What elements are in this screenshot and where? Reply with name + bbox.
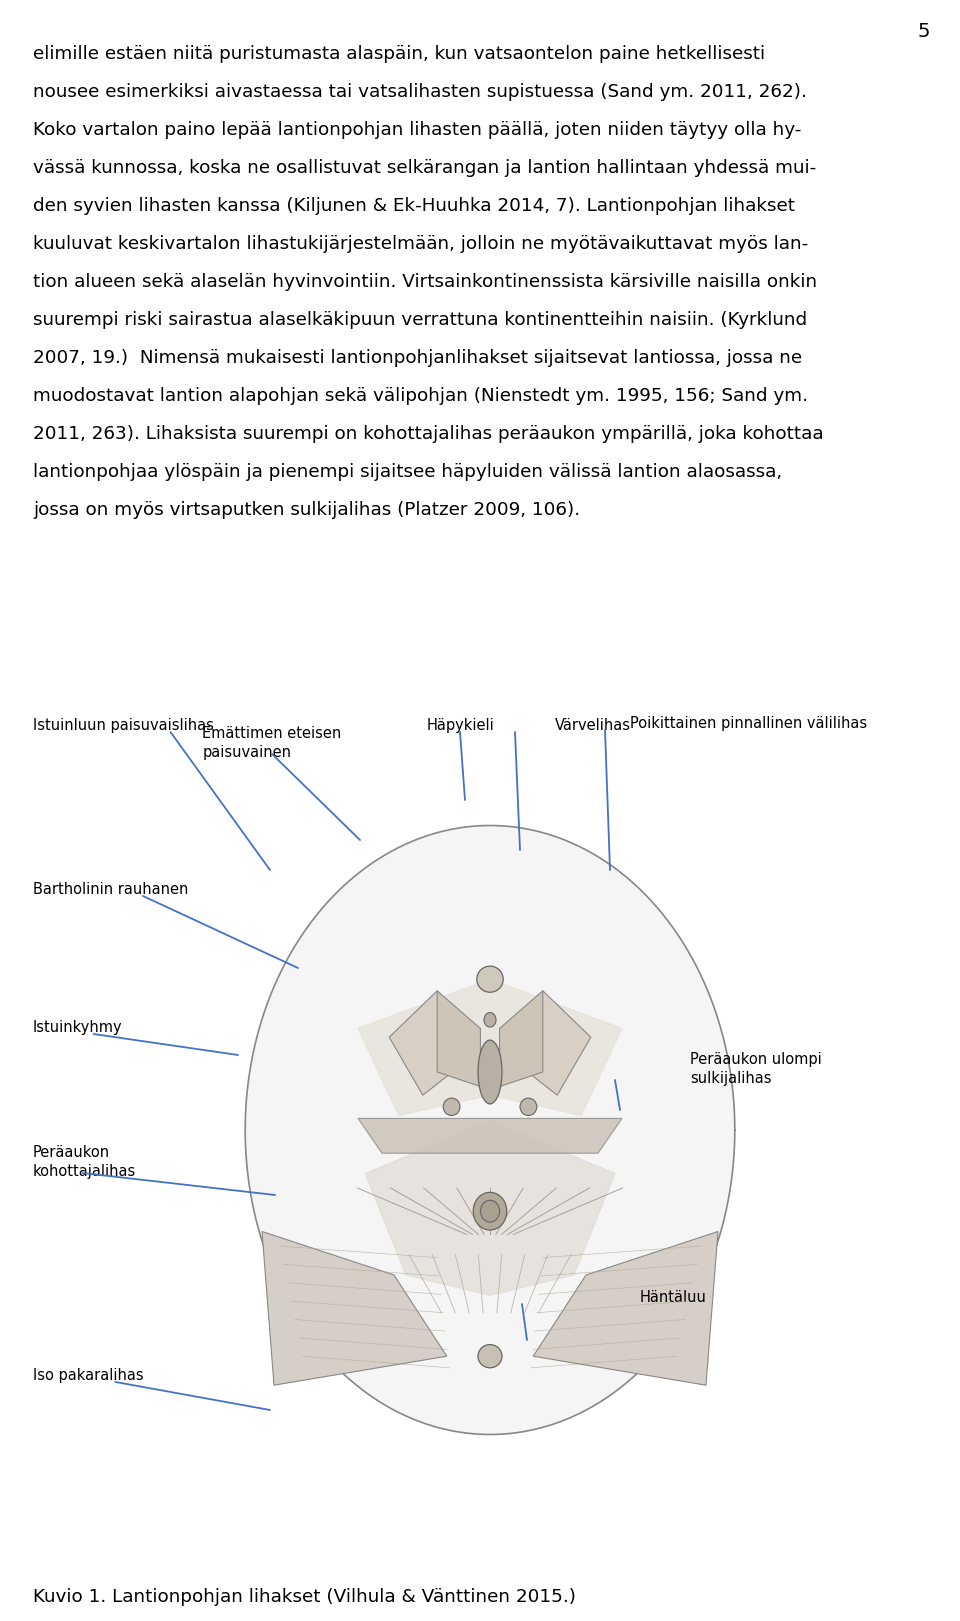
- Ellipse shape: [520, 1097, 537, 1115]
- Polygon shape: [365, 1122, 614, 1295]
- Ellipse shape: [484, 1013, 496, 1028]
- Ellipse shape: [444, 1097, 460, 1115]
- Text: tion alueen sekä alaselän hyvinvointiin. Virtsainkontinenssista kärsiville naisi: tion alueen sekä alaselän hyvinvointiin.…: [33, 272, 817, 292]
- Ellipse shape: [480, 1200, 499, 1222]
- Ellipse shape: [478, 1344, 502, 1368]
- Text: Häntäluu: Häntäluu: [640, 1290, 707, 1305]
- Polygon shape: [533, 1232, 718, 1386]
- Text: Häpykieli: Häpykieli: [426, 718, 493, 733]
- Polygon shape: [245, 825, 734, 1435]
- Text: Istuinkyhmy: Istuinkyhmy: [33, 1020, 123, 1034]
- Text: suurempi riski sairastua alaselkäkipuun verrattuna kontinentteihin naisiin. (Kyr: suurempi riski sairastua alaselkäkipuun …: [33, 311, 807, 329]
- Text: elimille estäen niitä puristumasta alaspäin, kun vatsaontelon paine hetkellisest: elimille estäen niitä puristumasta alasp…: [33, 45, 765, 63]
- Polygon shape: [358, 1118, 622, 1153]
- Polygon shape: [389, 990, 470, 1096]
- Polygon shape: [262, 1232, 446, 1386]
- Text: Bartholinin rauhanen: Bartholinin rauhanen: [33, 882, 188, 896]
- Text: Peräaukon ulompi
sulkijalihas: Peräaukon ulompi sulkijalihas: [690, 1052, 822, 1086]
- Ellipse shape: [477, 966, 503, 992]
- Text: den syvien lihasten kanssa (Kiljunen & Ek-Huuhka 2014, 7). Lantionpohjan lihakse: den syvien lihasten kanssa (Kiljunen & E…: [33, 198, 795, 216]
- Text: Poikittainen pinnallinen välilihas: Poikittainen pinnallinen välilihas: [630, 716, 867, 731]
- Text: 5: 5: [918, 23, 930, 41]
- Ellipse shape: [473, 1193, 507, 1230]
- Text: muodostavat lantion alapohjan sekä välipohjan (Nienstedt ym. 1995, 156; Sand ym.: muodostavat lantion alapohjan sekä välip…: [33, 387, 808, 405]
- Text: Istuinluun paisuvaislihas: Istuinluun paisuvaislihas: [33, 718, 214, 733]
- Text: Emättimen eteisen
paisuvainen: Emättimen eteisen paisuvainen: [203, 726, 342, 760]
- Polygon shape: [437, 990, 480, 1086]
- Text: 2007, 19.)  Nimensä mukaisesti lantionpohjanlihakset sijaitsevat lantiossa, joss: 2007, 19.) Nimensä mukaisesti lantionpoh…: [33, 349, 803, 366]
- Text: Iso pakaralihas: Iso pakaralihas: [33, 1368, 144, 1383]
- Text: 2011, 263). Lihaksista suurempi on kohottajalihas peräaukon ympärillä, joka koho: 2011, 263). Lihaksista suurempi on kohot…: [33, 425, 824, 443]
- Text: vässä kunnossa, koska ne osallistuvat selkärangan ja lantion hallintaan yhdessä : vässä kunnossa, koska ne osallistuvat se…: [33, 159, 816, 177]
- Text: nousee esimerkiksi aivastaessa tai vatsalihasten supistuessa (Sand ym. 2011, 262: nousee esimerkiksi aivastaessa tai vatsa…: [33, 83, 806, 101]
- Polygon shape: [499, 990, 542, 1086]
- Polygon shape: [509, 990, 590, 1096]
- Text: jossa on myös virtsaputken sulkijalihas (Platzer 2009, 106).: jossa on myös virtsaputken sulkijalihas …: [33, 501, 580, 519]
- Text: Koko vartalon paino lepää lantionpohjan lihasten päällä, joten niiden täytyy oll: Koko vartalon paino lepää lantionpohjan …: [33, 122, 802, 139]
- Text: kuuluvat keskivartalon lihastukijärjestelmään, jolloin ne myötävaikuttavat myös : kuuluvat keskivartalon lihastukijärjeste…: [33, 235, 808, 253]
- Text: Kuvio 1. Lantionpohjan lihakset (Vilhula & Vänttinen 2015.): Kuvio 1. Lantionpohjan lihakset (Vilhula…: [33, 1589, 576, 1606]
- Polygon shape: [358, 979, 622, 1115]
- Text: Peräaukon
kohottajalihas: Peräaukon kohottajalihas: [33, 1144, 136, 1178]
- Ellipse shape: [478, 1041, 502, 1104]
- Text: lantionpohjaa ylöspäin ja pienempi sijaitsee häpyluiden välissä lantion alaosass: lantionpohjaa ylöspäin ja pienempi sijai…: [33, 464, 782, 481]
- Text: Värvelihas: Värvelihas: [555, 718, 631, 733]
